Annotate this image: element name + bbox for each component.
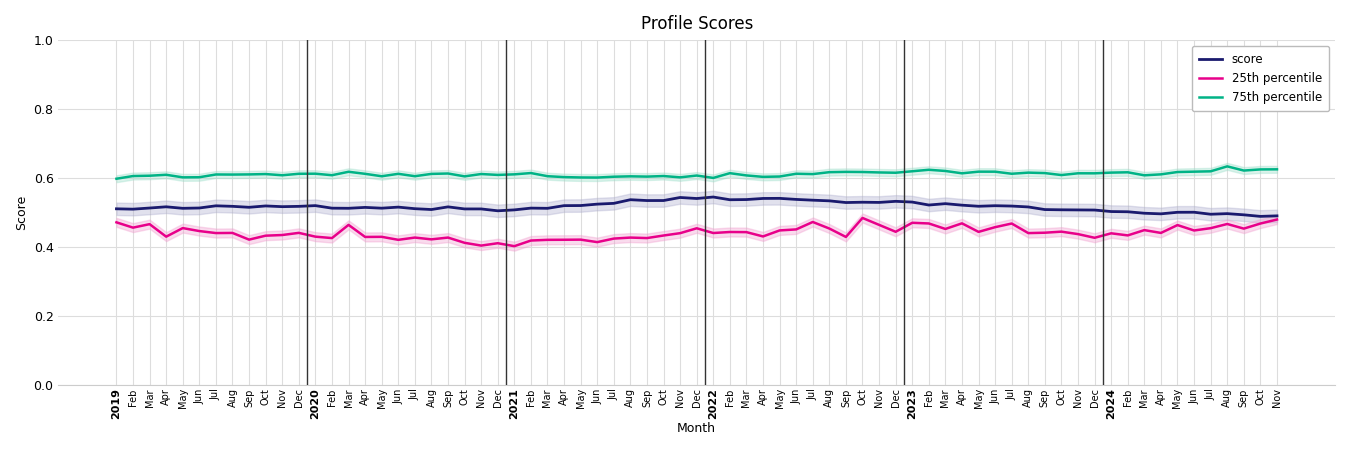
25th percentile <box>855 215 871 220</box>
score <box>1269 213 1285 219</box>
75th percentile <box>440 171 456 176</box>
Y-axis label: Score: Score <box>15 195 28 230</box>
25th percentile <box>821 226 837 231</box>
75th percentile <box>1203 169 1219 174</box>
25th percentile <box>1187 228 1203 233</box>
score <box>705 194 721 200</box>
75th percentile <box>142 173 158 178</box>
Line: 75th percentile: 75th percentile <box>116 166 1277 179</box>
X-axis label: Month: Month <box>678 422 717 435</box>
75th percentile <box>672 175 688 180</box>
75th percentile <box>1269 166 1285 172</box>
Legend: score, 25th percentile, 75th percentile: score, 25th percentile, 75th percentile <box>1192 46 1330 111</box>
25th percentile <box>108 220 124 225</box>
25th percentile <box>688 225 705 231</box>
75th percentile <box>108 176 124 181</box>
score <box>672 195 688 200</box>
score <box>1253 214 1269 219</box>
score <box>274 204 290 209</box>
75th percentile <box>805 171 821 177</box>
25th percentile <box>1269 217 1285 222</box>
score <box>1219 211 1235 216</box>
Line: score: score <box>116 197 1277 216</box>
score <box>142 205 158 211</box>
score <box>821 198 837 203</box>
75th percentile <box>987 169 1003 175</box>
score <box>108 206 124 211</box>
Line: 25th percentile: 25th percentile <box>116 218 1277 246</box>
25th percentile <box>142 221 158 227</box>
Title: Profile Scores: Profile Scores <box>640 15 753 33</box>
75th percentile <box>1219 164 1235 169</box>
25th percentile <box>274 232 290 238</box>
25th percentile <box>1235 226 1251 231</box>
25th percentile <box>506 243 522 249</box>
score <box>1169 210 1185 215</box>
